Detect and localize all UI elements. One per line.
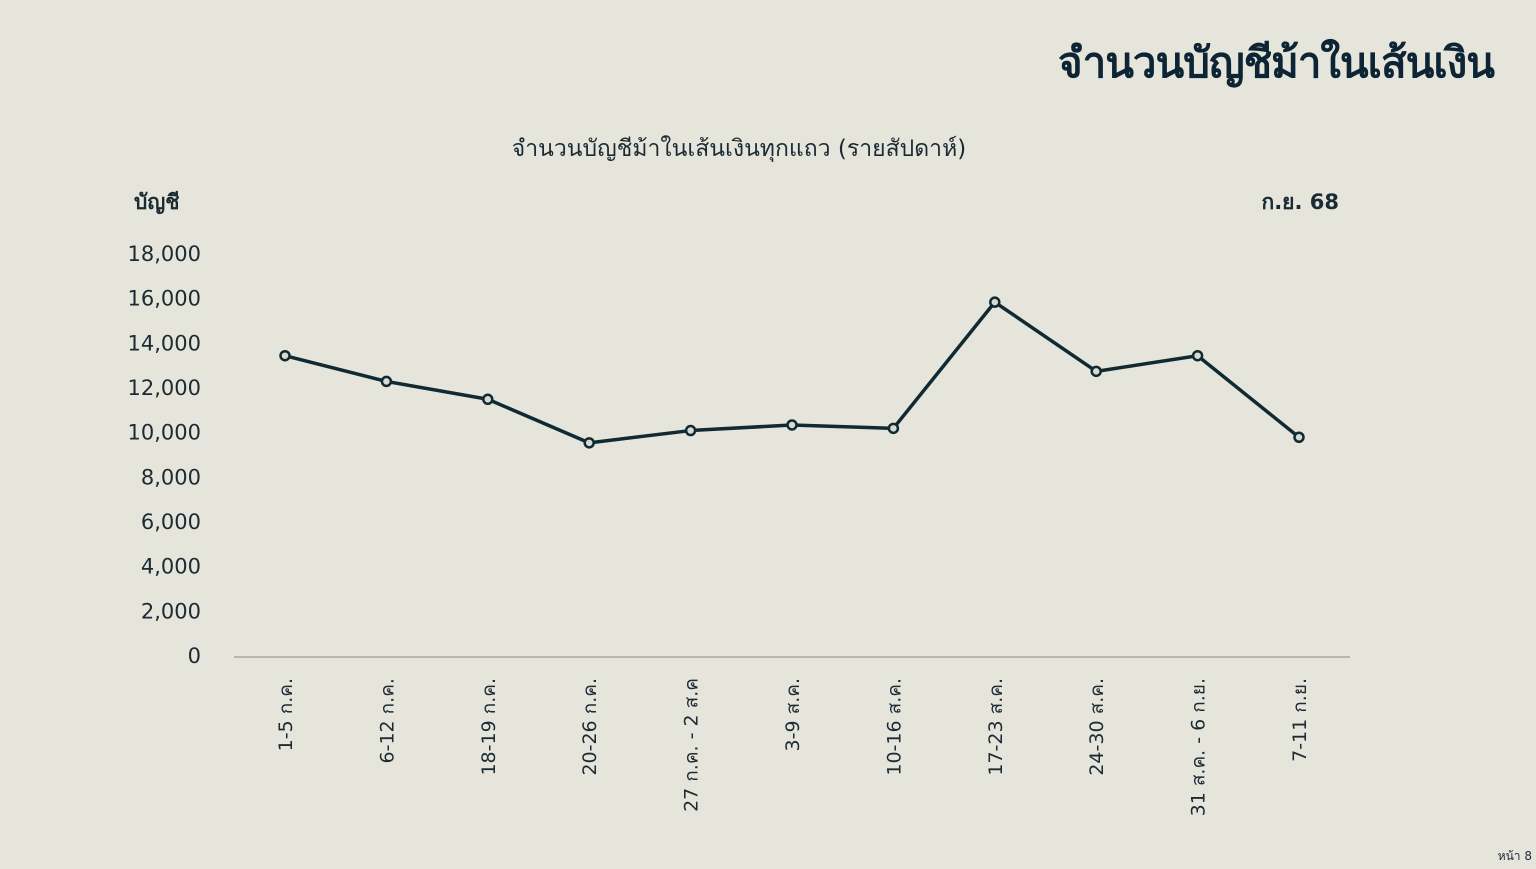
y-tick-label: 10,000 xyxy=(128,421,201,445)
page-number: หน้า 8 xyxy=(1497,849,1532,863)
data-point xyxy=(583,437,595,449)
period-annotation: ก.ย. 68 xyxy=(1261,190,1339,214)
y-tick-label: 2,000 xyxy=(141,599,201,623)
y-tick-label: 8,000 xyxy=(141,465,201,489)
y-tick-label: 16,000 xyxy=(128,287,201,311)
x-tick-label: 27 ก.ค. - 2 ส.ค xyxy=(681,678,703,812)
x-tick-label: 3-9 ส.ค. xyxy=(782,678,804,751)
y-axis-unit-label: บัญชี xyxy=(134,190,180,214)
data-point xyxy=(482,393,494,406)
y-tick-label: 18,000 xyxy=(128,242,201,266)
chart-title: จำนวนบัญชีม้าในเส้นเงินทุกแถว (รายสัปดาห… xyxy=(511,136,967,162)
x-tick-label: 24-30 ส.ค. xyxy=(1086,678,1108,776)
y-tick-label: 4,000 xyxy=(141,555,201,579)
x-tick-label: 6-12 ก.ค. xyxy=(376,678,398,763)
x-tick-label: 10-16 ส.ค. xyxy=(883,678,905,776)
y-axis-ticks: 0 2,000 4,000 6,000 8,000 10,000 12,000 14,000 1… xyxy=(128,242,201,668)
y-tick-label: 14,000 xyxy=(128,331,201,355)
series-group xyxy=(279,296,1305,449)
x-tick-label: 18-19 ก.ค. xyxy=(478,678,500,776)
slide-title: จำนวนบัญชีม้าในเส้นเงิน xyxy=(1058,38,1495,87)
y-tick-label: 0 xyxy=(188,644,201,668)
x-tick-label: 7-11 ก.ย. xyxy=(1289,678,1311,762)
data-point xyxy=(1191,349,1204,362)
y-tick-label: 12,000 xyxy=(128,376,201,400)
data-point xyxy=(1293,431,1305,443)
data-point xyxy=(279,349,291,362)
data-point xyxy=(989,296,1001,308)
x-tick-label: 20-26 ก.ค. xyxy=(579,678,601,776)
data-point xyxy=(684,424,697,437)
data-point xyxy=(380,375,393,388)
data-point xyxy=(1090,365,1102,378)
data-point xyxy=(887,422,900,435)
x-axis-ticks: 1-5 ก.ค. 6-12 ก.ค. 18-19 ก.ค. 20-26 ก.ค. 27 … xyxy=(275,678,1311,816)
x-tick-label: 17-23 ส.ค. xyxy=(985,678,1007,776)
y-tick-label: 6,000 xyxy=(141,510,201,534)
data-point xyxy=(786,419,798,431)
x-tick-label: 31 ส.ค. - 6 ก.ย. xyxy=(1188,678,1210,816)
x-tick-label: 1-5 ก.ค. xyxy=(275,678,297,751)
